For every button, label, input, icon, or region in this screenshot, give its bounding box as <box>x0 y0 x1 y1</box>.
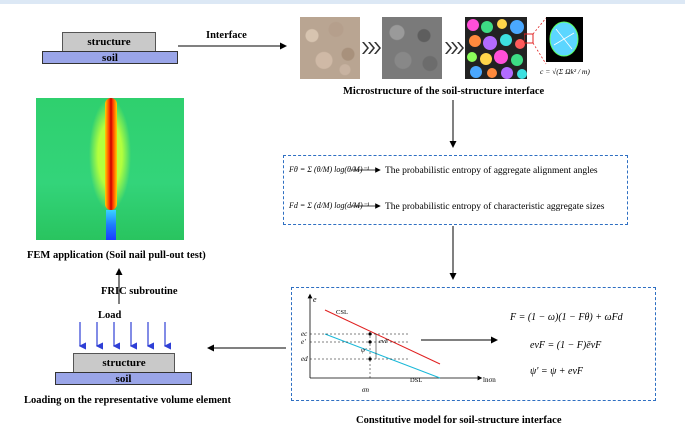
e-d-label: ed <box>301 355 308 363</box>
soil-label: soil <box>102 51 118 64</box>
fem-caption: FEM application (Soil nail pull-out test… <box>27 250 206 261</box>
structure-label: structure <box>87 36 131 48</box>
fric-label: FRIC subroutine <box>101 286 178 297</box>
particle-inset <box>546 17 583 62</box>
model-caption: Constitutive model for soil-structure in… <box>356 415 562 426</box>
e-prime-label: e' <box>301 338 306 346</box>
entropy-box <box>283 155 628 225</box>
entropy-angle-formula: Fθ = Σ (θ/M) log(θ/M)⁻¹ <box>289 165 370 174</box>
chevrons-icon-2 <box>445 42 464 54</box>
e-c-label: ec <box>301 330 308 338</box>
entropy-angle-text: The probabilistic entropy of aggregate a… <box>385 166 598 176</box>
fem-contour-plot <box>36 98 184 240</box>
state-diagram: e CSL DSL ec e' ed ψ' evF σn lnσn <box>301 293 496 394</box>
entropy-size-formula: Fd = Σ (d/M) log(d/M)⁻¹ <box>289 201 370 210</box>
structure-block-top: structure <box>62 32 156 52</box>
load-arrows <box>78 322 171 350</box>
sigma-n-label: σn <box>362 386 369 394</box>
equation-evf: evF = (1 − F)ēvF <box>530 340 602 351</box>
csl-label: CSL <box>336 309 348 316</box>
fem-nail-core <box>105 98 117 210</box>
rve-soil-label: soil <box>115 372 132 385</box>
axis-e-label: e <box>313 295 317 304</box>
particle-ellipse-icon <box>549 21 579 57</box>
rve-caption: Loading on the representative volume ele… <box>24 395 231 406</box>
csl-line <box>324 309 441 365</box>
zoom-lines <box>524 17 547 65</box>
segmented-image <box>465 17 527 79</box>
soil-photo <box>300 17 360 79</box>
equation-f: F = (1 − ω)(1 − Fθ) + ωFd <box>510 312 623 323</box>
load-label: Load <box>98 310 122 321</box>
soil-block-rve: soil <box>55 372 192 385</box>
interface-label: Interface <box>206 30 247 41</box>
equation-psi: ψ' = ψ + evF <box>530 366 584 377</box>
evf-label: evF <box>379 338 390 345</box>
segmented-particles <box>467 19 527 79</box>
dsl-label: DSL <box>410 377 422 384</box>
psi-label: ψ' <box>361 347 367 354</box>
dsl-line <box>324 333 441 379</box>
top-bar <box>0 0 685 4</box>
model-box <box>291 287 656 401</box>
grayscale-image <box>382 17 442 79</box>
rve-structure-label: structure <box>102 357 146 369</box>
microstructure-caption: Microstructure of the soil-structure int… <box>343 86 545 97</box>
axis-x-label: lnσn <box>483 376 496 384</box>
fem-nail-tail <box>106 210 116 240</box>
entropy-size-text: The probabilistic entropy of characteris… <box>385 202 605 212</box>
soil-block-top: soil <box>42 51 178 64</box>
particle-formula: c = √(Σ Ωk² / m) <box>540 67 590 76</box>
chevrons-icon-1 <box>362 42 381 54</box>
